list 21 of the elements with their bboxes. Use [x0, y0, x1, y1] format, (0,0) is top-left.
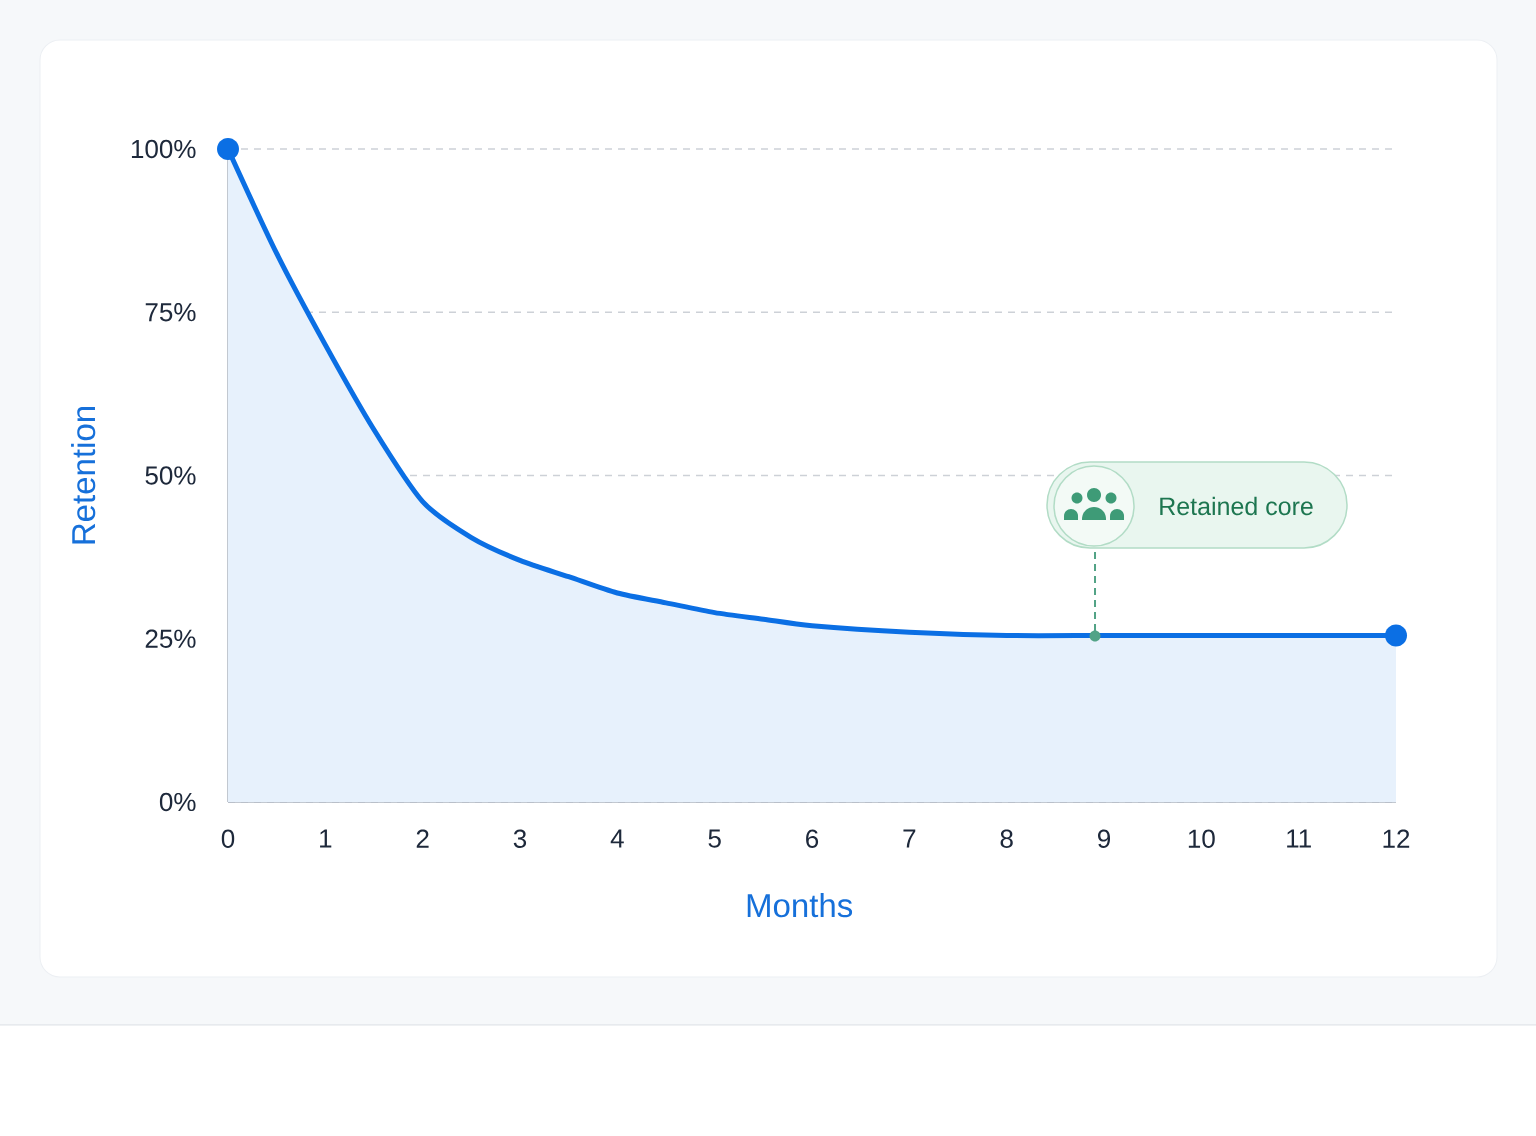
x-tick-label: 5: [708, 829, 721, 848]
x-tick-label: 8: [1000, 829, 1013, 848]
y-tick-label: 25%: [145, 629, 196, 648]
x-tick-label: 12: [1383, 829, 1410, 848]
y-tick-label: 100%: [131, 139, 196, 159]
x-tick-label: 2: [416, 829, 429, 848]
x-tick-label: 1: [320, 829, 332, 848]
x-tick-label: 0: [221, 829, 235, 848]
x-tick-label: 10: [1188, 829, 1215, 848]
y-tick-label: 75%: [145, 303, 196, 322]
y-tick-label: 0%: [159, 792, 196, 812]
x-tick-label: 11: [1287, 829, 1311, 848]
x-tick-label: 6: [806, 829, 819, 848]
x-tick-label: 7: [903, 829, 916, 848]
x-tick-label: 4: [610, 829, 624, 848]
x-tick-label: 3: [513, 829, 527, 848]
annotation: Retained core: [1160, 496, 1313, 516]
y-tick-label: 50%: [145, 466, 196, 485]
x-axis-title: Months: [747, 893, 853, 918]
y-axis-title: Retention: [71, 407, 96, 544]
x-tick-label: 9: [1098, 829, 1111, 848]
